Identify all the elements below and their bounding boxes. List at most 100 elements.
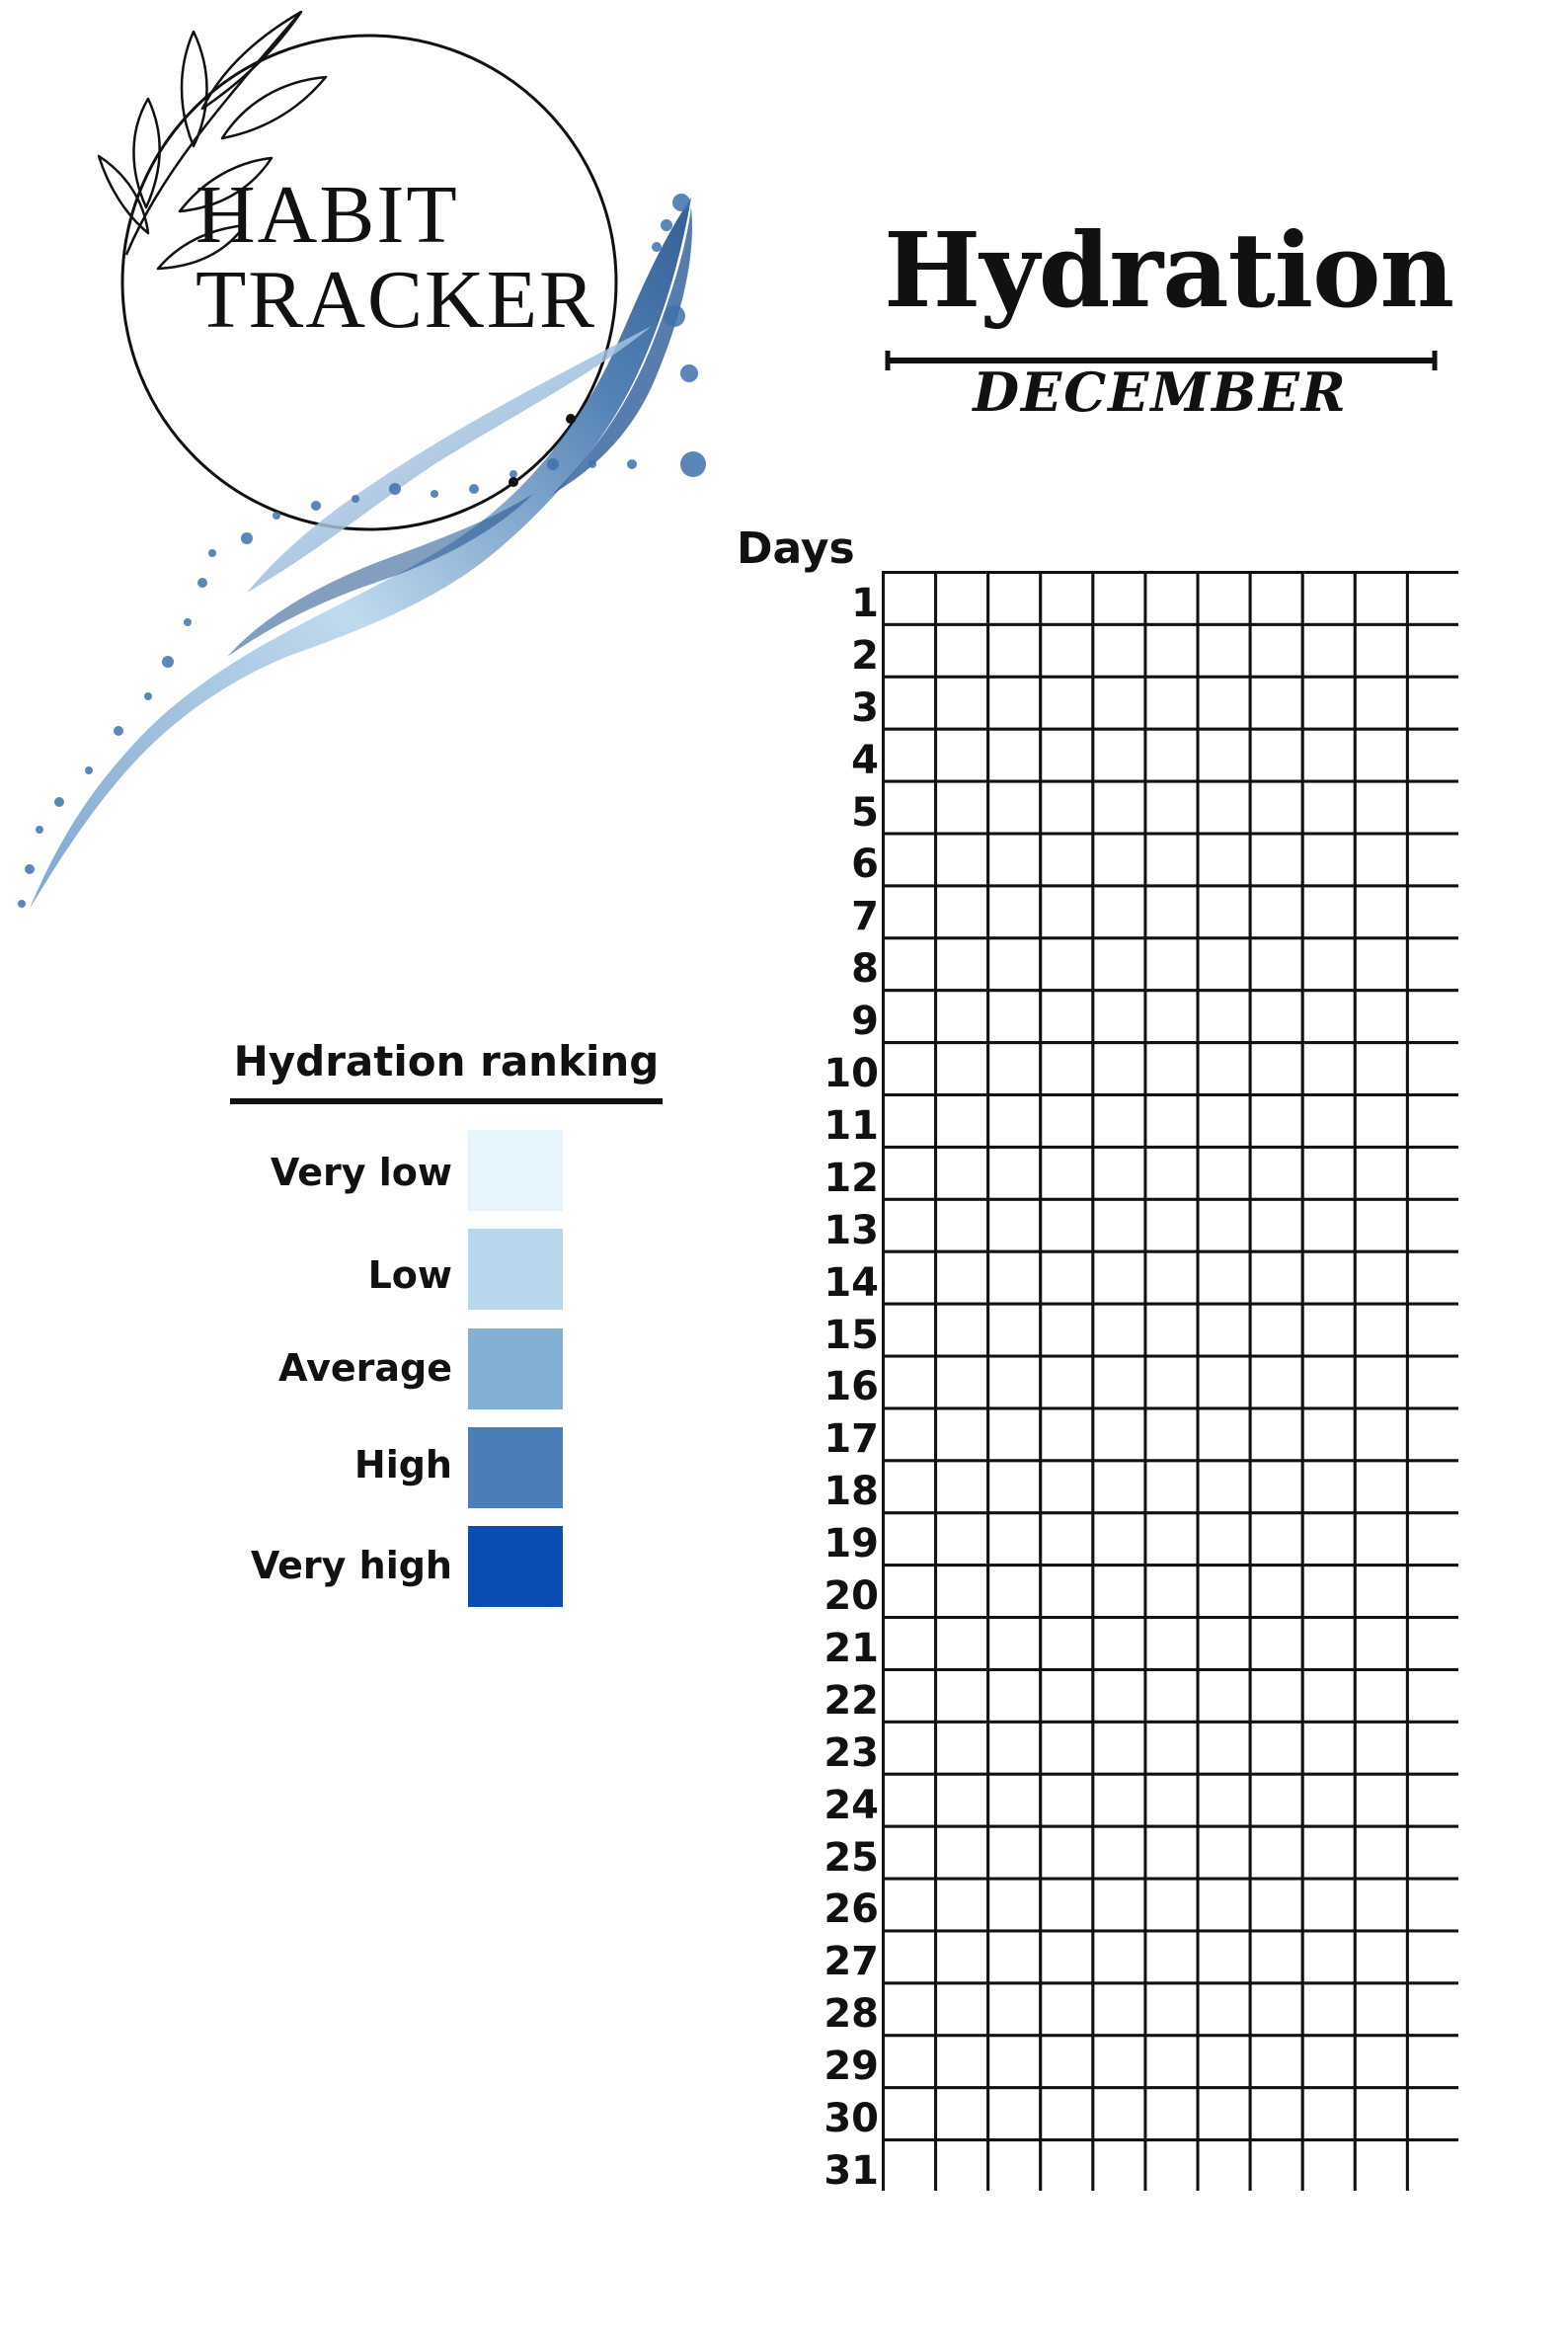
tracker-cell-day-31-6[interactable] (1143, 2138, 1200, 2191)
tracker-cell-day-19-2[interactable] (934, 1511, 990, 1567)
tracker-cell-day-24-10[interactable] (1353, 1772, 1409, 1828)
tracker-cell-day-12-6[interactable] (1143, 1145, 1200, 1201)
tracker-cell-day-6-8[interactable] (1248, 832, 1304, 888)
tracker-cell-day-20-7[interactable] (1196, 1564, 1252, 1620)
tracker-cell-day-6-10[interactable] (1353, 832, 1409, 888)
tracker-cell-day-29-10[interactable] (1353, 2034, 1409, 2090)
tracker-cell-day-2-4[interactable] (1039, 622, 1095, 679)
tracker-cell-day-10-4[interactable] (1039, 1041, 1095, 1097)
tracker-cell-day-27-8[interactable] (1248, 1929, 1304, 1985)
tracker-cell-day-20-10[interactable] (1353, 1564, 1409, 1620)
tracker-cell-day-6-5[interactable] (1091, 832, 1147, 888)
tracker-cell-day-18-8[interactable] (1248, 1459, 1304, 1515)
tracker-cell-day-1-3[interactable] (986, 571, 1043, 626)
tracker-cell-day-31-10[interactable] (1353, 2138, 1409, 2191)
tracker-cell-day-8-1[interactable] (882, 936, 938, 993)
tracker-cell-day-1-5[interactable] (1091, 571, 1147, 626)
tracker-cell-day-19-9[interactable] (1300, 1511, 1357, 1567)
tracker-cell-day-23-4[interactable] (1039, 1720, 1095, 1776)
tracker-cell-day-29-6[interactable] (1143, 2034, 1200, 2090)
tracker-cell-day-23-6[interactable] (1143, 1720, 1200, 1776)
tracker-cell-day-27-2[interactable] (934, 1929, 990, 1985)
tracker-cell-day-31-8[interactable] (1248, 2138, 1304, 2191)
tracker-cell-day-16-7[interactable] (1196, 1354, 1252, 1410)
tracker-cell-day-27-11[interactable] (1405, 1929, 1458, 1985)
tracker-cell-day-1-9[interactable] (1300, 571, 1357, 626)
tracker-cell-day-12-4[interactable] (1039, 1145, 1095, 1201)
tracker-cell-day-22-6[interactable] (1143, 1667, 1200, 1724)
tracker-cell-day-25-6[interactable] (1143, 1824, 1200, 1881)
tracker-cell-day-29-9[interactable] (1300, 2034, 1357, 2090)
tracker-cell-day-2-8[interactable] (1248, 622, 1304, 679)
tracker-cell-day-9-1[interactable] (882, 989, 938, 1045)
tracker-cell-day-5-8[interactable] (1248, 779, 1304, 836)
tracker-cell-day-3-8[interactable] (1248, 675, 1304, 731)
tracker-cell-day-6-4[interactable] (1039, 832, 1095, 888)
tracker-cell-day-17-1[interactable] (882, 1406, 938, 1463)
tracker-cell-day-28-5[interactable] (1091, 1981, 1147, 2038)
tracker-cell-day-9-9[interactable] (1300, 989, 1357, 1045)
tracker-cell-day-30-10[interactable] (1353, 2086, 1409, 2142)
tracker-cell-day-13-11[interactable] (1405, 1197, 1458, 1253)
tracker-cell-day-21-2[interactable] (934, 1616, 990, 1671)
tracker-cell-day-5-10[interactable] (1353, 779, 1409, 836)
tracker-cell-day-31-4[interactable] (1039, 2138, 1095, 2191)
tracker-cell-day-25-2[interactable] (934, 1824, 990, 1881)
tracker-cell-day-14-7[interactable] (1196, 1249, 1252, 1306)
tracker-cell-day-5-2[interactable] (934, 779, 990, 836)
tracker-cell-day-9-5[interactable] (1091, 989, 1147, 1045)
tracker-cell-day-14-6[interactable] (1143, 1249, 1200, 1306)
tracker-cell-day-12-7[interactable] (1196, 1145, 1252, 1201)
tracker-cell-day-25-3[interactable] (986, 1824, 1043, 1881)
tracker-cell-day-28-8[interactable] (1248, 1981, 1304, 2038)
tracker-cell-day-15-1[interactable] (882, 1302, 938, 1358)
tracker-cell-day-28-3[interactable] (986, 1981, 1043, 2038)
tracker-cell-day-28-4[interactable] (1039, 1981, 1095, 2038)
tracker-cell-day-25-1[interactable] (882, 1824, 938, 1881)
tracker-cell-day-23-1[interactable] (882, 1720, 938, 1776)
tracker-cell-day-25-9[interactable] (1300, 1824, 1357, 1881)
tracker-cell-day-15-8[interactable] (1248, 1302, 1304, 1358)
tracker-cell-day-29-5[interactable] (1091, 2034, 1147, 2090)
tracker-cell-day-12-3[interactable] (986, 1145, 1043, 1201)
tracker-cell-day-11-8[interactable] (1248, 1093, 1304, 1149)
tracker-cell-day-22-1[interactable] (882, 1667, 938, 1724)
tracker-cell-day-13-1[interactable] (882, 1197, 938, 1253)
tracker-cell-day-20-2[interactable] (934, 1564, 990, 1620)
tracker-cell-day-5-11[interactable] (1405, 779, 1458, 836)
tracker-cell-day-27-10[interactable] (1353, 1929, 1409, 1985)
tracker-cell-day-5-4[interactable] (1039, 779, 1095, 836)
tracker-cell-day-27-9[interactable] (1300, 1929, 1357, 1985)
tracker-cell-day-16-2[interactable] (934, 1354, 990, 1410)
tracker-cell-day-28-10[interactable] (1353, 1981, 1409, 2038)
tracker-cell-day-27-7[interactable] (1196, 1929, 1252, 1985)
tracker-cell-day-1-11[interactable] (1405, 571, 1458, 626)
tracker-cell-day-4-4[interactable] (1039, 727, 1095, 783)
tracker-cell-day-2-6[interactable] (1143, 622, 1200, 679)
tracker-cell-day-11-9[interactable] (1300, 1093, 1357, 1149)
tracker-cell-day-20-9[interactable] (1300, 1564, 1357, 1620)
tracker-cell-day-17-4[interactable] (1039, 1406, 1095, 1463)
tracker-cell-day-3-5[interactable] (1091, 675, 1147, 731)
tracker-cell-day-16-8[interactable] (1248, 1354, 1304, 1410)
tracker-cell-day-28-11[interactable] (1405, 1981, 1458, 2038)
tracker-cell-day-28-7[interactable] (1196, 1981, 1252, 2038)
tracker-cell-day-23-9[interactable] (1300, 1720, 1357, 1776)
tracker-cell-day-19-10[interactable] (1353, 1511, 1409, 1567)
tracker-cell-day-17-9[interactable] (1300, 1406, 1357, 1463)
tracker-cell-day-26-6[interactable] (1143, 1877, 1200, 1933)
tracker-cell-day-7-2[interactable] (934, 884, 990, 940)
tracker-cell-day-14-11[interactable] (1405, 1249, 1458, 1306)
tracker-cell-day-16-1[interactable] (882, 1354, 938, 1410)
tracker-cell-day-25-4[interactable] (1039, 1824, 1095, 1881)
tracker-cell-day-20-3[interactable] (986, 1564, 1043, 1620)
tracker-cell-day-12-9[interactable] (1300, 1145, 1357, 1201)
tracker-cell-day-22-4[interactable] (1039, 1667, 1095, 1724)
tracker-cell-day-3-11[interactable] (1405, 675, 1458, 731)
tracker-cell-day-26-4[interactable] (1039, 1877, 1095, 1933)
tracker-cell-day-2-11[interactable] (1405, 622, 1458, 679)
tracker-cell-day-31-11[interactable] (1405, 2138, 1458, 2191)
tracker-cell-day-20-11[interactable] (1405, 1564, 1458, 1620)
tracker-cell-day-10-3[interactable] (986, 1041, 1043, 1097)
tracker-cell-day-4-11[interactable] (1405, 727, 1458, 783)
